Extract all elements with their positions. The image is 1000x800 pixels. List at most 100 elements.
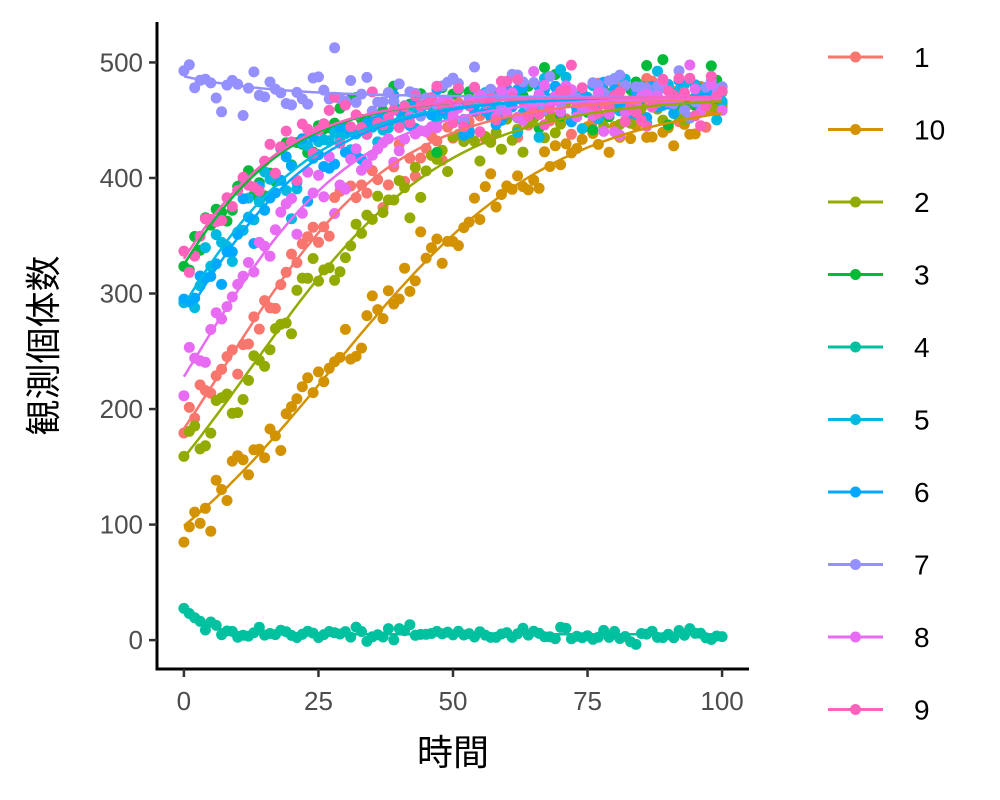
axes: 0 100 200 300 400 500 0 25 50 75 100	[100, 22, 749, 716]
data-point-series-4	[253, 621, 265, 633]
data-point-series-8	[264, 250, 276, 262]
data-point-series-9	[695, 120, 707, 132]
data-point-series-10	[178, 536, 190, 548]
data-point-series-7	[485, 83, 497, 95]
data-point-series-2	[350, 218, 362, 230]
data-point-series-5	[560, 71, 572, 83]
data-point-series-5	[576, 123, 588, 135]
x-axis-title: 時間	[417, 733, 489, 774]
data-point-series-10	[426, 242, 437, 254]
legend-label: 5	[914, 405, 930, 436]
legend-label: 1	[914, 42, 930, 73]
data-point-series-10	[603, 146, 615, 158]
data-point-series-10	[302, 372, 314, 384]
y-axis-title: 観測個体数	[24, 255, 65, 435]
data-point-series-9	[269, 167, 281, 179]
y-tick-label: 0	[129, 625, 143, 655]
data-point-series-8	[296, 207, 308, 219]
data-point-series-8	[183, 341, 195, 353]
data-point-series-9	[512, 73, 524, 85]
data-point-series-10	[275, 445, 287, 456]
data-point-series-8	[361, 158, 373, 170]
data-point-series-10	[259, 452, 271, 464]
data-point-series-9	[323, 104, 335, 116]
data-point-series-4	[549, 633, 561, 645]
fit-line-series-9	[182, 95, 723, 260]
data-point-series-6	[280, 151, 292, 163]
data-point-series-9	[307, 147, 319, 159]
data-point-series-2	[469, 135, 480, 147]
data-point-series-8	[495, 84, 507, 96]
data-point-series-7	[345, 75, 357, 86]
data-point-series-10	[646, 131, 658, 143]
data-point-series-9	[657, 73, 669, 85]
data-point-series-7	[210, 92, 222, 104]
data-point-series-10	[366, 290, 378, 302]
data-point-series-10	[549, 140, 561, 152]
data-point-series-2	[280, 317, 292, 329]
data-point-series-10	[533, 182, 545, 194]
data-point-series-9	[565, 59, 577, 71]
data-point-series-8	[286, 193, 297, 204]
data-point-series-2	[243, 374, 254, 386]
x-tick-label: 25	[304, 686, 333, 716]
data-point-series-10	[318, 376, 330, 388]
data-point-series-2	[334, 266, 346, 278]
data-point-series-1	[291, 257, 303, 269]
data-point-series-8	[689, 83, 701, 95]
y-tick-label: 500	[100, 47, 143, 77]
data-point-series-8	[684, 59, 696, 71]
data-point-series-2	[237, 394, 249, 405]
data-point-series-10	[522, 184, 534, 196]
data-point-series-5	[226, 256, 238, 267]
data-point-series-1	[269, 302, 281, 314]
data-point-series-4	[199, 624, 211, 636]
x-tick-label: 75	[573, 686, 602, 716]
data-point-series-10	[356, 342, 367, 354]
legend-label: 4	[914, 332, 930, 363]
data-point-series-7	[286, 99, 297, 111]
data-point-series-8	[199, 356, 211, 368]
data-point-series-10	[221, 495, 233, 506]
data-point-series-7	[313, 71, 324, 83]
data-point-series-10	[469, 192, 480, 204]
legend-item-10: 10	[828, 115, 945, 146]
data-point-series-9	[339, 99, 351, 111]
legend-label: 3	[914, 260, 930, 291]
data-point-series-9	[485, 93, 497, 104]
data-point-series-1	[382, 179, 394, 191]
data-point-series-2	[409, 161, 421, 173]
data-point-series-8	[705, 78, 717, 90]
legend-item-1: 1	[828, 42, 930, 73]
data-point-series-10	[576, 133, 588, 145]
data-point-series-10	[339, 323, 351, 335]
data-point-series-10	[539, 146, 550, 158]
data-point-series-2	[259, 360, 271, 372]
data-point-series-1	[313, 236, 324, 248]
fit-line-series-8	[182, 96, 723, 378]
legend: 1 10 2 3 4 5 6 7 8 9	[828, 42, 945, 726]
data-point-series-8	[528, 66, 540, 77]
data-point-series-9	[452, 82, 464, 94]
data-point-series-7	[361, 71, 373, 83]
data-point-series-4	[404, 619, 416, 631]
data-point-series-10	[404, 285, 416, 297]
data-point-series-2	[517, 146, 529, 158]
data-point-series-2	[339, 252, 351, 264]
data-point-series-7	[216, 106, 228, 118]
data-point-series-9	[560, 84, 572, 96]
data-point-series-9	[501, 75, 513, 87]
data-point-series-9	[264, 138, 276, 150]
data-point-series-1	[183, 401, 195, 413]
data-point-series-2	[302, 272, 314, 284]
data-point-series-10	[436, 257, 448, 269]
data-point-series-5	[199, 242, 211, 254]
data-point-series-8	[269, 224, 281, 236]
data-point-series-2	[399, 182, 411, 194]
data-point-series-7	[388, 95, 400, 107]
data-point-series-7	[592, 79, 604, 91]
data-point-series-3	[587, 124, 599, 136]
legend-item-4: 4	[828, 332, 930, 363]
data-point-series-10	[286, 401, 297, 413]
x-tick-label: 50	[439, 686, 468, 716]
